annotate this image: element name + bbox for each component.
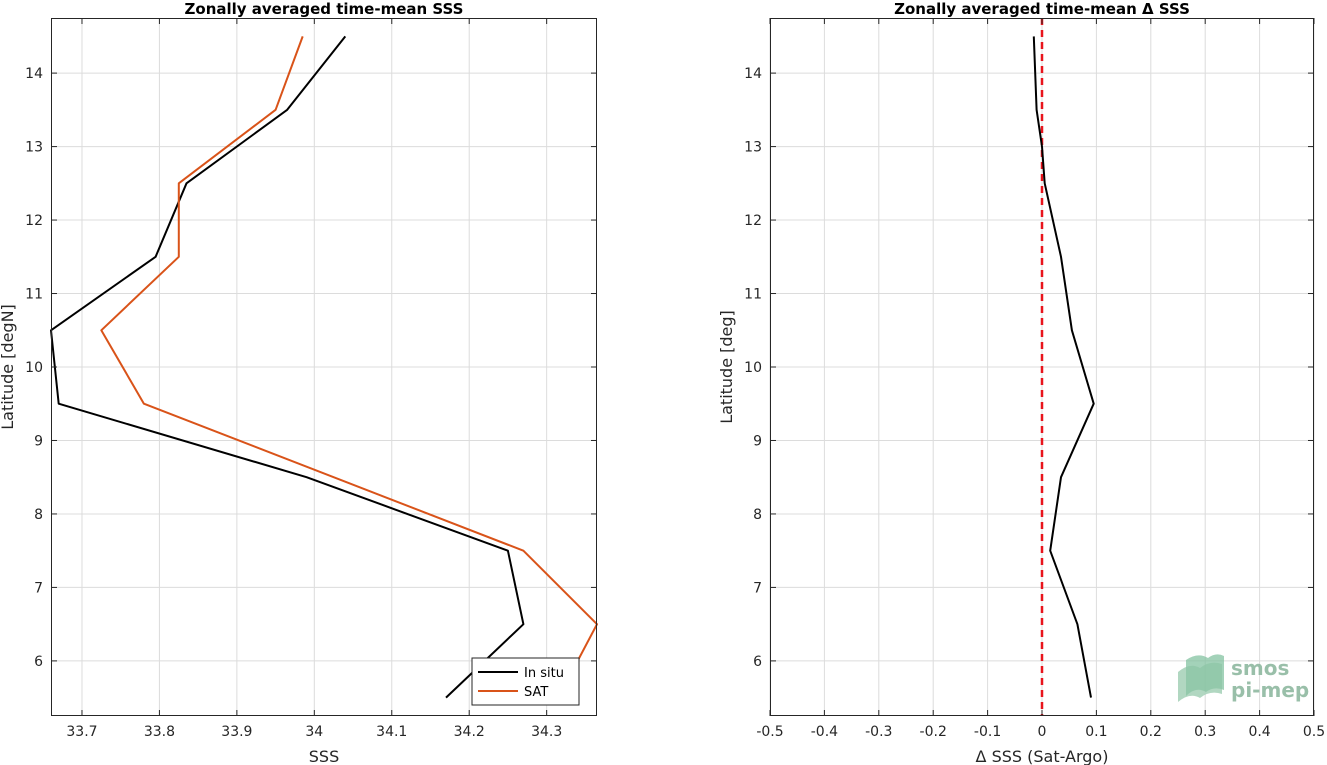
legend-label-in-situ: In situ bbox=[524, 666, 564, 681]
sss-panel: 33.7 33.8 33.9 34 34.1 34.2 34.3 6 7 8 9 10 11 12 13 14… bbox=[0, 0, 598, 765]
x-tick-label: 33.8 bbox=[144, 724, 175, 740]
x-tick-label: -0.4 bbox=[811, 724, 838, 740]
legend: In situ SAT bbox=[471, 657, 580, 706]
sss-y-axis-label: Latitude [degN] bbox=[0, 304, 17, 430]
legend-box bbox=[471, 657, 580, 706]
x-tick-label: 33.9 bbox=[221, 724, 252, 740]
logo-text-line2: pi-mep bbox=[1231, 678, 1309, 702]
sss-x-axis-label: SSS bbox=[309, 747, 339, 765]
delta-sss-chart-title: Zonally averaged time-mean Δ SSS bbox=[894, 0, 1190, 18]
delta-sss-tick-labels: -0.5 -0.4 -0.3 -0.2 -0.1 0 0.1 0.2 0.3 0.4 0.5 6 7 8 9… bbox=[744, 18, 1325, 740]
smos-pi-mep-logo: smos pi-mep bbox=[1178, 654, 1309, 702]
y-tick-label: 8 bbox=[34, 507, 43, 523]
y-tick-label: 10 bbox=[744, 360, 762, 376]
x-tick-label: -0.2 bbox=[920, 724, 947, 740]
sss-gridlines bbox=[51, 18, 597, 716]
y-tick-label: 13 bbox=[744, 140, 762, 156]
sss-chart-title: Zonally averaged time-mean SSS bbox=[185, 0, 464, 18]
y-tick-label: 12 bbox=[744, 213, 762, 229]
x-tick-label: 0.2 bbox=[1140, 724, 1162, 740]
x-tick-label: -0.1 bbox=[974, 724, 1001, 740]
y-tick-label: 11 bbox=[744, 287, 762, 303]
x-tick-label: 0.1 bbox=[1085, 724, 1107, 740]
y-tick-label: 6 bbox=[753, 654, 762, 670]
x-tick-label: 34 bbox=[305, 724, 323, 740]
y-tick-label: 11 bbox=[25, 287, 43, 303]
y-tick-label: 14 bbox=[744, 66, 762, 82]
delta-sss-panel: -0.5 -0.4 -0.3 -0.2 -0.1 0 0.1 0.2 0.3 0.4 0.5 6 7 8 9… bbox=[717, 0, 1325, 765]
y-tick-label: 6 bbox=[34, 654, 43, 670]
x-tick-label: 0.4 bbox=[1248, 724, 1270, 740]
y-tick-label: 8 bbox=[753, 507, 762, 523]
x-tick-label: 0.5 bbox=[1303, 724, 1325, 740]
y-tick-label: 7 bbox=[34, 580, 43, 596]
delta-sss-y-axis-label: Latitude [deg] bbox=[717, 310, 736, 424]
x-tick-label: 33.7 bbox=[66, 724, 97, 740]
x-tick-label: 34.3 bbox=[531, 724, 562, 740]
y-tick-label: 12 bbox=[25, 213, 43, 229]
y-tick-label: 14 bbox=[25, 66, 43, 82]
y-tick-label: 10 bbox=[25, 360, 43, 376]
y-tick-label: 9 bbox=[34, 433, 43, 449]
delta-sss-series-lines bbox=[1032, 36, 1095, 698]
x-tick-label: 0.3 bbox=[1194, 724, 1216, 740]
x-tick-label: -0.5 bbox=[756, 724, 783, 740]
legend-label-sat: SAT bbox=[524, 685, 548, 700]
y-tick-label: 7 bbox=[753, 580, 762, 596]
y-tick-label: 9 bbox=[753, 433, 762, 449]
series-line-delta-sss bbox=[1032, 36, 1095, 698]
y-tick-label: 13 bbox=[25, 140, 43, 156]
x-tick-label: -0.3 bbox=[865, 724, 892, 740]
delta-sss-x-axis-label: Δ SSS (Sat-Argo) bbox=[976, 747, 1109, 765]
x-tick-label: 34.1 bbox=[376, 724, 407, 740]
x-tick-label: 0 bbox=[1038, 724, 1047, 740]
logo-wave-icon-2 bbox=[1186, 654, 1224, 696]
series-line-sat bbox=[100, 36, 598, 677]
sss-tick-labels: 33.7 33.8 33.9 34 34.1 34.2 34.3 6 7 8 9 10 11 12 13 14 bbox=[25, 18, 597, 740]
logo-text-line1: smos bbox=[1231, 656, 1289, 680]
x-tick-label: 34.2 bbox=[454, 724, 485, 740]
